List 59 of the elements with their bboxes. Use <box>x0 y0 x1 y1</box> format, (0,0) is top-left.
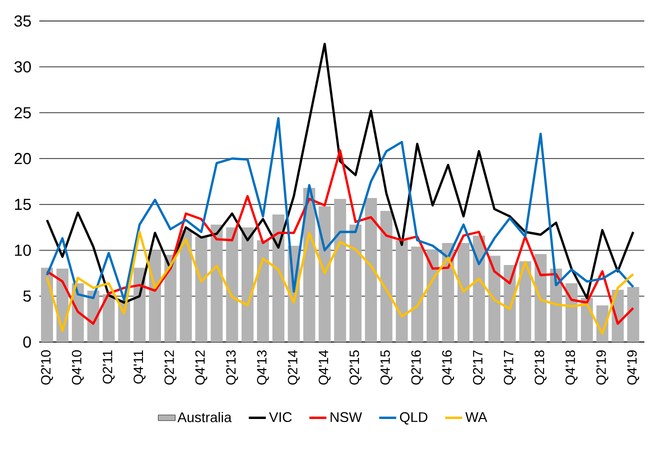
bar <box>180 230 192 342</box>
bar <box>488 256 500 342</box>
bar <box>458 242 470 342</box>
legend-label: VIC <box>269 412 292 422</box>
x-tick-label: Q2'12 <box>164 350 176 385</box>
bar <box>318 206 331 342</box>
x-tick-label: Q2'11 <box>102 350 115 384</box>
bar <box>534 254 547 342</box>
x-tick-label: Q4'10 <box>72 350 84 385</box>
bar <box>256 240 269 342</box>
y-tick-label: 30 <box>14 61 31 72</box>
bar <box>364 198 377 342</box>
bar <box>519 261 532 342</box>
bar <box>627 286 640 342</box>
y-tick-label: 0 <box>23 336 31 348</box>
bar <box>102 294 115 342</box>
line-series <box>46 230 634 335</box>
bar <box>426 249 439 342</box>
bar <box>242 227 254 342</box>
bar <box>334 198 346 342</box>
x-tick-label: Q2'13 <box>226 350 238 385</box>
x-tick-label: Q2'19 <box>596 350 608 385</box>
y-tick-label: 15 <box>15 198 31 210</box>
x-tick-label: Q2'14 <box>288 350 300 385</box>
line-series <box>46 117 634 301</box>
bar <box>396 240 408 342</box>
line-series <box>46 149 634 325</box>
legend-label: QLD <box>400 412 428 425</box>
x-tick-label: Q4'11 <box>134 350 146 384</box>
x-tick-label: Q2'10 <box>41 350 53 385</box>
y-tick-label: 20 <box>14 152 31 164</box>
legend-label: WA <box>465 412 488 422</box>
bar <box>210 224 223 342</box>
line-series <box>46 42 634 304</box>
y-tick-label: 25 <box>14 107 31 118</box>
x-tick-label: Q2'17 <box>472 350 485 385</box>
x-tick-label: Q4'15 <box>380 350 392 385</box>
legend-label: Australia <box>177 412 232 422</box>
bar <box>565 283 578 342</box>
bar <box>411 246 424 342</box>
bar <box>195 236 208 342</box>
bar <box>380 210 392 342</box>
bar <box>350 224 362 342</box>
x-tick-label: Q4'13 <box>257 350 269 385</box>
bar <box>226 227 238 342</box>
x-tick-label: Q4'16 <box>442 350 454 385</box>
y-tick-label: 10 <box>15 244 31 256</box>
x-tick-label: Q4'18 <box>566 350 578 385</box>
y-tick-label: 5 <box>23 290 31 302</box>
x-tick-label: Q4'17 <box>504 350 516 385</box>
x-tick-label: Q2'16 <box>411 350 424 385</box>
x-tick-label: Q4'12 <box>195 350 208 385</box>
y-tick-label: 35 <box>14 15 31 27</box>
x-tick-label: Q4'19 <box>627 350 640 385</box>
x-tick-label: Q4'14 <box>318 350 331 385</box>
bar <box>41 268 53 342</box>
legend-label: NSW <box>330 412 362 422</box>
x-tick-label: Q2'15 <box>350 350 362 385</box>
x-tick-label: Q2'18 <box>534 350 547 385</box>
